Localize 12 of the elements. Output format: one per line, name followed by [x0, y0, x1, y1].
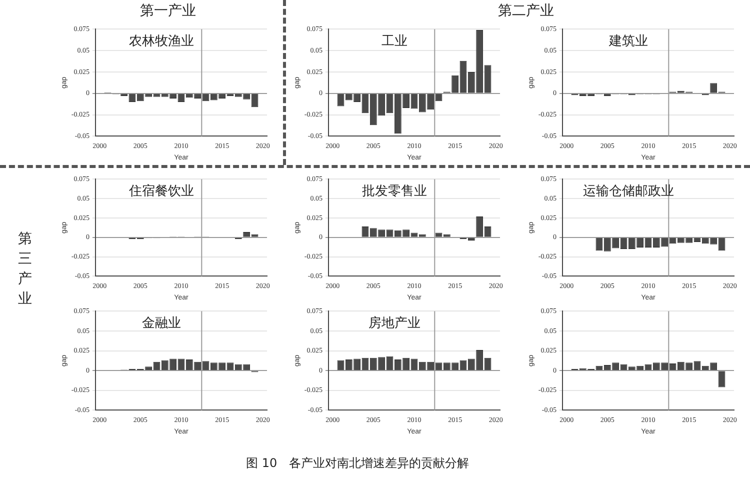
chart-title: 金融业 — [142, 315, 181, 330]
chart-title: 农林牧渔业 — [128, 33, 194, 48]
chart-title: 建筑业 — [608, 33, 648, 48]
chart-title: 住宿餐饮业 — [128, 183, 194, 198]
text: 第一产业 — [140, 2, 196, 20]
text: 第二产业 — [498, 2, 554, 20]
chart-title: 房地产业 — [368, 315, 420, 330]
text: 第三产业 — [18, 230, 33, 309]
caption: 图 10 各产业对南北增速差异的贡献分解 — [246, 455, 470, 472]
chart-title: 批发零售业 — [362, 183, 427, 198]
chart-title: 工业 — [381, 33, 408, 48]
chart-title: 运输仓储邮政业 — [582, 183, 674, 198]
